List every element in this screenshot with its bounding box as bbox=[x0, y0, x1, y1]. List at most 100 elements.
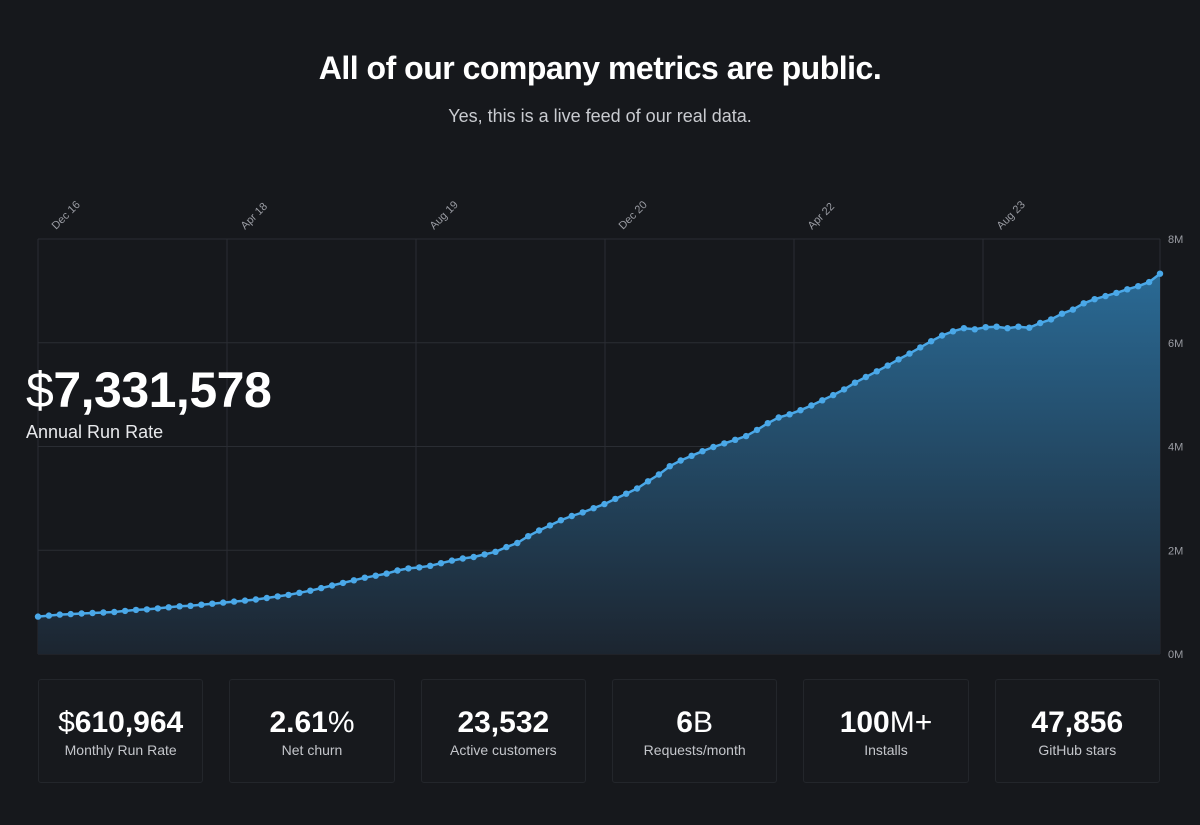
data-point[interactable] bbox=[579, 509, 586, 516]
data-point[interactable] bbox=[263, 594, 270, 602]
data-point[interactable] bbox=[993, 323, 1000, 330]
data-point[interactable] bbox=[960, 325, 968, 332]
data-point[interactable] bbox=[644, 478, 652, 485]
data-point[interactable] bbox=[1037, 319, 1044, 327]
data-point[interactable] bbox=[557, 517, 565, 524]
data-point[interactable] bbox=[568, 512, 575, 520]
data-point[interactable] bbox=[677, 457, 684, 464]
data-point[interactable] bbox=[56, 611, 63, 618]
data-point[interactable] bbox=[819, 397, 826, 404]
data-point[interactable] bbox=[394, 567, 401, 574]
data-point[interactable] bbox=[383, 570, 390, 577]
data-point[interactable] bbox=[230, 598, 238, 605]
data-point[interactable] bbox=[470, 553, 477, 561]
data-point[interactable] bbox=[1080, 300, 1087, 307]
data-point[interactable] bbox=[121, 607, 129, 615]
data-point[interactable] bbox=[328, 582, 336, 589]
data-point[interactable] bbox=[1091, 296, 1098, 303]
data-point[interactable] bbox=[742, 432, 750, 440]
data-point[interactable] bbox=[198, 601, 205, 608]
data-point[interactable] bbox=[830, 391, 837, 399]
data-point[interactable] bbox=[688, 452, 695, 459]
data-point[interactable] bbox=[601, 500, 608, 508]
data-point[interactable] bbox=[111, 608, 118, 616]
data-point[interactable] bbox=[786, 411, 793, 418]
data-point[interactable] bbox=[45, 612, 53, 619]
data-point[interactable] bbox=[655, 471, 663, 478]
data-point[interactable] bbox=[514, 539, 521, 547]
data-point[interactable] bbox=[1102, 292, 1109, 300]
data-point[interactable] bbox=[176, 603, 183, 610]
data-point[interactable] bbox=[361, 574, 368, 581]
data-point[interactable] bbox=[252, 596, 260, 603]
data-point[interactable] bbox=[535, 527, 543, 534]
data-point[interactable] bbox=[884, 362, 891, 369]
data-point[interactable] bbox=[416, 564, 423, 571]
data-point[interactable] bbox=[546, 522, 554, 529]
data-point[interactable] bbox=[1145, 278, 1153, 286]
data-point[interactable] bbox=[525, 533, 532, 540]
data-point[interactable] bbox=[590, 505, 597, 512]
data-point[interactable] bbox=[154, 605, 161, 612]
data-point[interactable] bbox=[296, 589, 303, 596]
data-point[interactable] bbox=[1015, 323, 1022, 330]
data-point[interactable] bbox=[459, 555, 466, 562]
data-point[interactable] bbox=[220, 599, 227, 606]
data-point[interactable] bbox=[666, 463, 673, 470]
data-point[interactable] bbox=[862, 373, 870, 381]
data-point[interactable] bbox=[753, 426, 761, 434]
data-point[interactable] bbox=[928, 338, 935, 345]
data-point[interactable] bbox=[318, 584, 325, 592]
data-point[interactable] bbox=[982, 324, 989, 331]
data-point[interactable] bbox=[372, 572, 379, 579]
data-point[interactable] bbox=[100, 609, 107, 616]
data-point[interactable] bbox=[448, 557, 456, 564]
data-point[interactable] bbox=[1058, 310, 1066, 317]
data-point[interactable] bbox=[492, 548, 499, 555]
data-point[interactable] bbox=[971, 326, 978, 333]
data-point[interactable] bbox=[1135, 283, 1142, 290]
data-point[interactable] bbox=[938, 332, 946, 339]
data-point[interactable] bbox=[1026, 324, 1033, 331]
data-point[interactable] bbox=[917, 344, 924, 351]
data-point[interactable] bbox=[1004, 325, 1011, 332]
data-point[interactable] bbox=[851, 379, 859, 386]
data-point[interactable] bbox=[241, 597, 249, 604]
data-point[interactable] bbox=[797, 407, 804, 414]
data-point[interactable] bbox=[710, 443, 717, 451]
data-point[interactable] bbox=[339, 579, 347, 587]
data-point[interactable] bbox=[427, 562, 434, 569]
data-point[interactable] bbox=[481, 551, 488, 558]
data-point[interactable] bbox=[165, 604, 172, 611]
data-point[interactable] bbox=[132, 606, 140, 614]
data-point[interactable] bbox=[949, 328, 957, 335]
data-point[interactable] bbox=[274, 593, 281, 600]
data-point[interactable] bbox=[873, 368, 880, 375]
data-point[interactable] bbox=[143, 606, 151, 613]
data-point[interactable] bbox=[350, 577, 358, 584]
data-point[interactable] bbox=[405, 565, 412, 572]
data-point[interactable] bbox=[633, 485, 641, 492]
data-point[interactable] bbox=[209, 600, 216, 607]
data-point[interactable] bbox=[89, 609, 96, 617]
data-point[interactable] bbox=[1124, 286, 1131, 293]
data-point[interactable] bbox=[775, 414, 782, 421]
data-point[interactable] bbox=[623, 490, 630, 497]
data-point[interactable] bbox=[503, 543, 510, 551]
data-point[interactable] bbox=[895, 356, 902, 363]
data-point[interactable] bbox=[34, 613, 42, 620]
data-point[interactable] bbox=[1156, 270, 1164, 277]
data-point[interactable] bbox=[612, 495, 619, 503]
data-point[interactable] bbox=[1113, 289, 1120, 297]
data-point[interactable] bbox=[721, 440, 728, 447]
data-point[interactable] bbox=[1069, 306, 1077, 313]
data-point[interactable] bbox=[699, 448, 706, 455]
data-point[interactable] bbox=[1047, 316, 1055, 323]
data-point[interactable] bbox=[437, 560, 445, 567]
data-point[interactable] bbox=[764, 420, 771, 427]
data-point[interactable] bbox=[808, 402, 815, 409]
data-point[interactable] bbox=[840, 386, 848, 393]
data-point[interactable] bbox=[187, 602, 194, 609]
data-point[interactable] bbox=[906, 350, 913, 357]
data-point[interactable] bbox=[732, 436, 739, 443]
